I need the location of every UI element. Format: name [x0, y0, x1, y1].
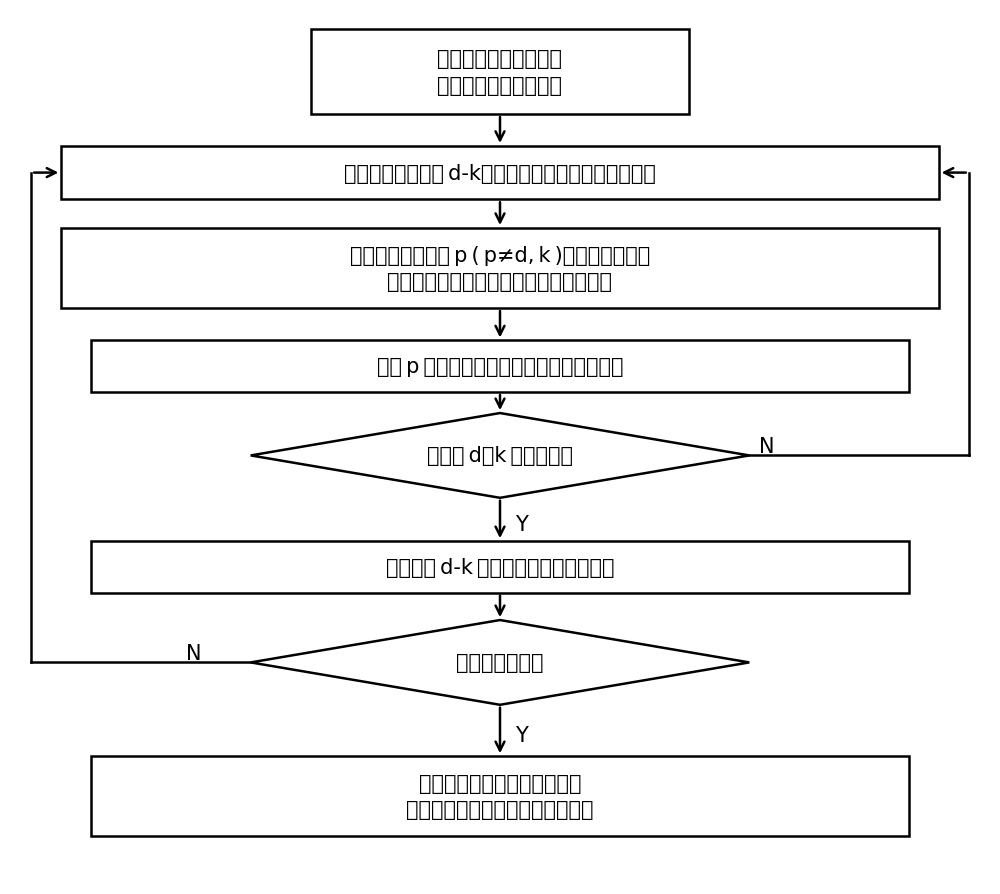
Text: 遍历全部区段？: 遍历全部区段？	[456, 653, 544, 672]
Text: 动、采集零模电压电流: 动、采集零模电压电流	[438, 76, 562, 97]
Text: 遍历除 d、k 以外节点？: 遍历除 d、k 以外节点？	[427, 446, 573, 466]
Text: 计算区段 d‑k 的节点综合注入电流之和: 计算区段 d‑k 的节点综合注入电流之和	[386, 557, 614, 578]
Text: 选择任意一个区段 d‑k，按推算策略推算各分支点电压: 选择任意一个区段 d‑k，按推算策略推算各分支点电压	[344, 164, 656, 183]
Text: 比较各区段综合注入电流之和: 比较各区段综合注入电流之和	[419, 773, 581, 794]
Text: N: N	[186, 644, 201, 663]
Polygon shape	[251, 414, 749, 498]
Text: 的电容电流及其关联分支的线路零模电流: 的电容电流及其关联分支的线路零模电流	[388, 272, 612, 291]
Text: 故障发生后，各测点启: 故障发生后，各测点启	[438, 49, 562, 69]
Text: N: N	[759, 437, 775, 457]
Text: Y: Y	[515, 725, 528, 745]
Text: Y: Y	[515, 514, 528, 535]
Text: 输出计算值最小的区段为故障区段: 输出计算值最小的区段为故障区段	[406, 799, 594, 819]
Text: 计算 p 的节点注入电流及节点综合注入电流: 计算 p 的节点注入电流及节点综合注入电流	[377, 357, 623, 376]
FancyBboxPatch shape	[91, 756, 909, 837]
FancyBboxPatch shape	[91, 542, 909, 593]
FancyBboxPatch shape	[61, 147, 939, 200]
FancyBboxPatch shape	[91, 341, 909, 392]
Polygon shape	[251, 620, 749, 705]
FancyBboxPatch shape	[61, 229, 939, 308]
Text: 选择任意一个节点 p ( p≠d, k )，并计算该节点: 选择任意一个节点 p ( p≠d, k )，并计算该节点	[350, 246, 650, 266]
FancyBboxPatch shape	[311, 30, 689, 115]
